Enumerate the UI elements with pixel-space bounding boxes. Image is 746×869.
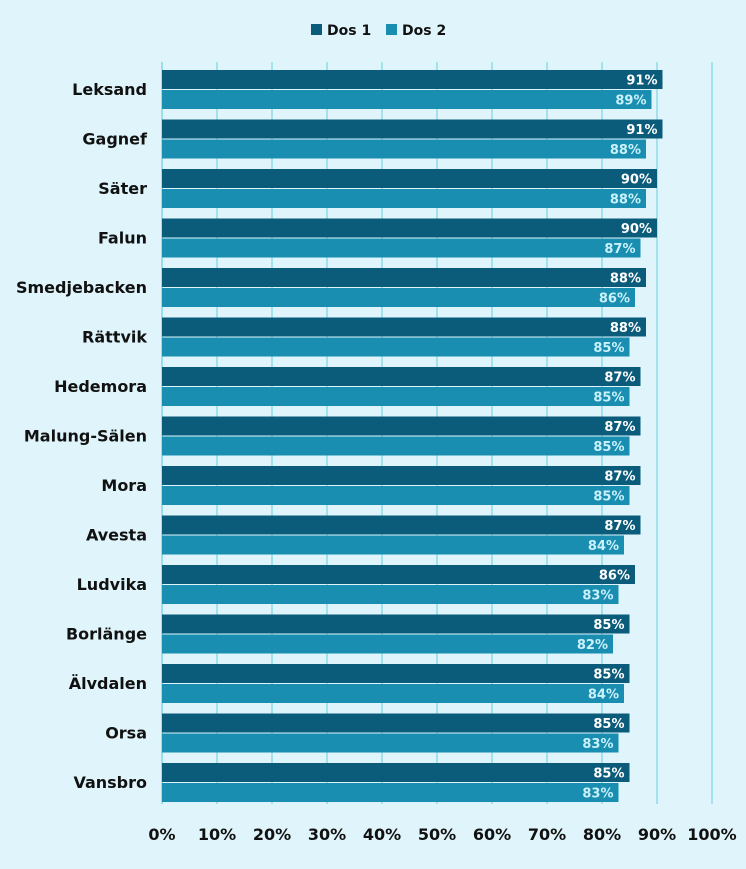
category-label: Smedjebacken bbox=[16, 278, 147, 297]
bar-dos-1 bbox=[162, 713, 630, 733]
bar-value-label: 88% bbox=[610, 143, 641, 158]
bar-value-label: 89% bbox=[615, 94, 646, 109]
bar-dos-2 bbox=[162, 535, 624, 555]
bar-dos-1 bbox=[162, 466, 641, 485]
x-tick-label: 80% bbox=[583, 825, 621, 844]
x-axis-tick-labels: 0% 10% 20% 30% 40% 50% 60% 70% 80% 90% 100% bbox=[148, 825, 736, 844]
bar-value-label: 87% bbox=[604, 371, 635, 386]
category-label: Borlänge bbox=[66, 625, 147, 644]
category-label: Leksand bbox=[72, 80, 147, 99]
category-label: Säter bbox=[98, 179, 147, 198]
bar-dos-2 bbox=[162, 634, 613, 654]
bar-dos-2 bbox=[162, 684, 624, 703]
bar-value-label: 83% bbox=[582, 737, 613, 752]
bar-value-label: 91% bbox=[626, 74, 657, 89]
bar-value-label: 88% bbox=[610, 321, 641, 336]
category-label: Rättvik bbox=[82, 328, 147, 347]
bar-dos-2 bbox=[162, 733, 619, 753]
bar-value-label: 83% bbox=[582, 589, 613, 604]
bar-dos-1 bbox=[162, 119, 663, 139]
x-tick-label: 90% bbox=[638, 825, 676, 844]
bar-value-label: 83% bbox=[582, 787, 613, 802]
bar-dos-1 bbox=[162, 70, 663, 89]
bar-dos-2 bbox=[162, 585, 619, 604]
legend: Dos 1 Dos 2 bbox=[311, 23, 446, 39]
bar-dos-1 bbox=[162, 317, 646, 337]
category-labels: Leksand Gagnef Säter Falun Smedjebacken Rättv… bbox=[16, 80, 148, 792]
category-label: Vansbro bbox=[73, 773, 147, 792]
x-tick-label: 0% bbox=[148, 825, 175, 844]
legend-swatch bbox=[311, 24, 322, 35]
x-tick-label: 70% bbox=[528, 825, 566, 844]
bar-value-label: 85% bbox=[593, 341, 624, 356]
bar-dos-2 bbox=[162, 90, 652, 109]
category-label: Älvdalen bbox=[69, 674, 147, 693]
x-tick-label: 20% bbox=[253, 825, 291, 844]
legend-label: Dos 2 bbox=[402, 23, 446, 39]
bar-dos-1 bbox=[162, 763, 630, 782]
bar-dos-1 bbox=[162, 268, 646, 287]
bar-dos-2 bbox=[162, 288, 635, 307]
bar-dos-2 bbox=[162, 436, 630, 456]
bar-value-label: 85% bbox=[593, 618, 624, 633]
bar-dos-1 bbox=[162, 218, 657, 238]
bar-value-label: 87% bbox=[604, 242, 635, 257]
bar-value-label: 85% bbox=[593, 391, 624, 406]
bar-dos-1 bbox=[162, 169, 657, 188]
category-label: Malung-Sälen bbox=[24, 427, 147, 446]
bar-value-label: 85% bbox=[593, 767, 624, 782]
x-tick-label: 10% bbox=[198, 825, 236, 844]
bar-dos-1 bbox=[162, 367, 641, 386]
bar-value-label: 86% bbox=[599, 292, 630, 307]
bar-value-label: 84% bbox=[588, 688, 619, 703]
legend-label: Dos 1 bbox=[327, 23, 371, 39]
x-tick-label: 60% bbox=[473, 825, 511, 844]
bar-dos-2 bbox=[162, 387, 630, 406]
bar-dos-2 bbox=[162, 238, 641, 258]
bar-value-label: 86% bbox=[599, 569, 630, 584]
bar-dos-2 bbox=[162, 337, 630, 357]
bar-dos-2 bbox=[162, 139, 646, 159]
category-label: Mora bbox=[101, 476, 147, 495]
bar-value-label: 87% bbox=[604, 470, 635, 485]
bar-value-label: 85% bbox=[593, 717, 624, 732]
bar-value-label: 91% bbox=[626, 123, 657, 138]
bar-value-label: 82% bbox=[577, 638, 608, 653]
category-label: Falun bbox=[98, 229, 147, 248]
bar-value-label: 90% bbox=[621, 173, 652, 188]
bar-value-label: 84% bbox=[588, 539, 619, 554]
bar-value-label: 85% bbox=[593, 490, 624, 505]
category-label: Hedemora bbox=[54, 377, 147, 396]
bar-value-label: 87% bbox=[604, 519, 635, 534]
x-tick-label: 50% bbox=[418, 825, 456, 844]
bar-dos-1 bbox=[162, 664, 630, 683]
category-label: Avesta bbox=[86, 526, 147, 545]
legend-swatch bbox=[386, 24, 397, 35]
category-label: Ludvika bbox=[77, 575, 147, 594]
bar-dos-1 bbox=[162, 416, 641, 436]
bars: 91% 89% 91% 88% 90% 88% 90% 87% 88% 86% 88% 85% 87% 8… bbox=[162, 70, 663, 802]
category-label: Gagnef bbox=[82, 130, 148, 149]
bar-value-label: 88% bbox=[610, 272, 641, 287]
bar-dos-2 bbox=[162, 783, 619, 802]
x-tick-label: 100% bbox=[687, 825, 736, 844]
bar-dos-1 bbox=[162, 515, 641, 535]
bar-value-label: 85% bbox=[593, 440, 624, 455]
bar-value-label: 88% bbox=[610, 193, 641, 208]
category-label: Orsa bbox=[105, 724, 147, 743]
bar-value-label: 85% bbox=[593, 668, 624, 683]
bar-dos-1 bbox=[162, 614, 630, 634]
bar-value-label: 87% bbox=[604, 420, 635, 435]
bar-dos-2 bbox=[162, 189, 646, 208]
x-tick-label: 40% bbox=[363, 825, 401, 844]
bar-value-label: 90% bbox=[621, 222, 652, 237]
bar-dos-1 bbox=[162, 565, 635, 584]
x-tick-label: 30% bbox=[308, 825, 346, 844]
bar-dos-2 bbox=[162, 486, 630, 505]
